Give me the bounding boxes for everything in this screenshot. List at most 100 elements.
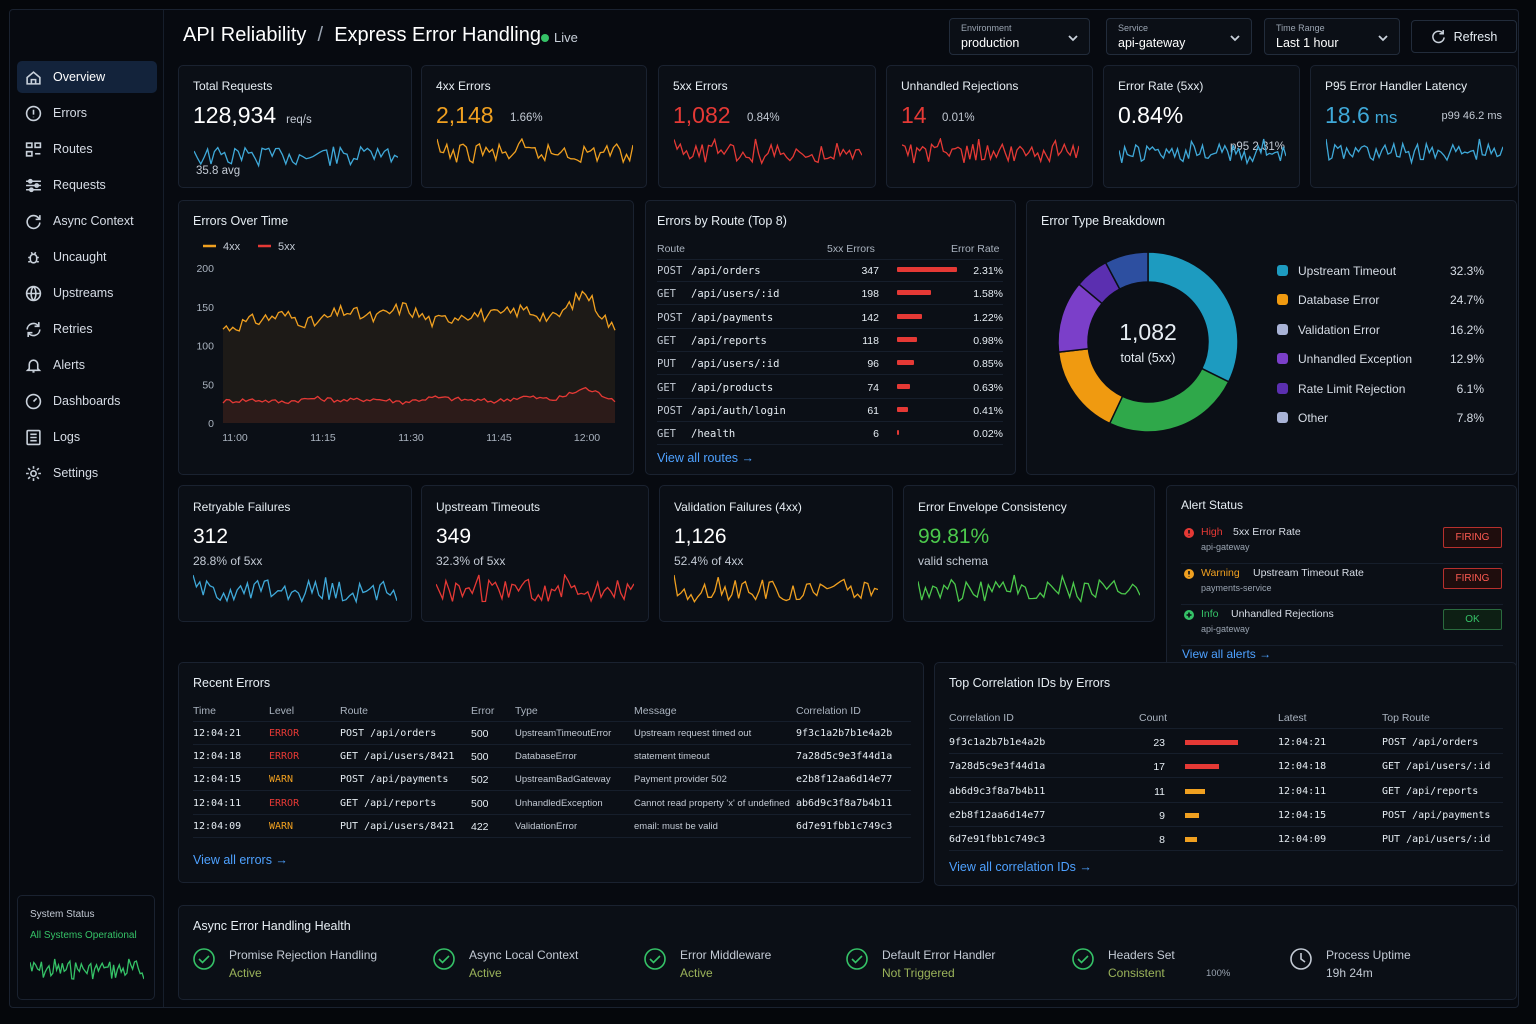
system-status-sparkline (30, 958, 144, 980)
alert-row[interactable]: High 5xx Error Rate api-gateway FIRING (1181, 524, 1503, 564)
count-bar (1185, 837, 1197, 843)
sidebar-item-logs[interactable]: Logs (17, 421, 157, 453)
cell-level: ERROR (269, 751, 300, 763)
legend-label: Upstream Timeout (1298, 264, 1397, 278)
legend-label-5xx: 5xx (278, 241, 296, 253)
table-row[interactable]: 12:04:21 ERROR POST /api/orders 500 Upstream… (193, 722, 911, 745)
sidebar-item-requests[interactable]: Requests (17, 169, 157, 201)
table-row[interactable]: 9f3c1a2b7b1e4a2b 23 12:04:21 POST /api/orde… (949, 731, 1503, 754)
table-row[interactable]: POST/api/auth/login 61 0.41% (657, 399, 1003, 422)
environment-select[interactable]: Environment production (949, 18, 1090, 55)
cell-route: PUT /api/users/8421 (340, 820, 455, 832)
sidebar-item-retries[interactable]: Retries (17, 313, 157, 345)
cell-count: 23 (1153, 737, 1165, 749)
alert-state-badge[interactable]: FIRING (1443, 568, 1502, 589)
table-row[interactable]: GET/api/users/:id 198 1.58% (657, 282, 1003, 306)
service-select[interactable]: Service api-gateway (1106, 18, 1252, 55)
correlation-ids-card: Top Correlation IDs by Errors Correlatio… (934, 662, 1517, 886)
table-row[interactable]: POST/api/orders 347 2.31% (657, 259, 1003, 282)
count-bar (1185, 764, 1220, 770)
kpi-sparkline (674, 138, 862, 165)
refresh-button[interactable]: Refresh (1411, 20, 1517, 53)
correlation-ids-title: Top Correlation IDs by Errors (949, 676, 1111, 690)
view-all-correlation-ids-link[interactable]: View all correlation IDs → (949, 860, 1092, 874)
table-row[interactable]: POST/api/payments 142 1.22% (657, 306, 1003, 329)
cell-level: WARN (269, 820, 294, 832)
donut-slice-database-error[interactable] (1108, 367, 1230, 433)
table-row[interactable]: PUT/api/users/:id 96 0.85% (657, 352, 1003, 376)
alert-level: Warning (1201, 567, 1240, 579)
view-all-routes-link[interactable]: View all routes → (657, 451, 755, 465)
cell-cid: 9f3c1a2b7b1e4a2b (949, 737, 1046, 748)
view-all-errors-link[interactable]: View all errors → (193, 853, 288, 867)
metric-card-retryable-failures: Retryable Failures 312 28.8% of 5xx (178, 485, 412, 622)
donut-total: 1,082 (1119, 319, 1177, 345)
kpi-sparkline (1119, 138, 1286, 166)
legend-swatch (1277, 323, 1288, 335)
sidebar-item-settings[interactable]: Settings (17, 457, 157, 489)
table-header: Correlation ID Count Latest Top Route (949, 706, 1503, 729)
table-row[interactable]: GET/api/products 74 0.63% (657, 376, 1003, 399)
donut-slice-other[interactable] (1104, 251, 1149, 291)
page-title: API Reliability / Express Error Handling (183, 24, 541, 46)
cell-time: 12:04:21 (193, 728, 242, 739)
table-row[interactable]: GET/api/reports 118 0.98% (657, 329, 1003, 352)
donut-slice-upstream-timeout[interactable] (1147, 251, 1239, 383)
system-status-title: System Status (30, 909, 95, 920)
sidebar-item-async-context[interactable]: Async Context (17, 205, 157, 237)
health-name: Async Local Context (469, 948, 579, 962)
cell-msg: Upstream request timed out (634, 728, 752, 739)
table-row[interactable]: 7a28d5c9e3f44d1a 17 12:04:18 GET /api/users… (949, 755, 1503, 779)
sidebar-item-routes[interactable]: Routes (17, 133, 157, 165)
table-row[interactable]: GET/health 6 0.02% (657, 422, 1003, 446)
kpi-value: 1,082 (673, 102, 731, 128)
table-row[interactable]: e2b8f12aa6d14e77 9 12:04:15 POST /api/payme… (949, 804, 1503, 827)
view-all-alerts-link[interactable]: View all alerts → (1182, 647, 1272, 661)
sidebar-item-overview[interactable]: Overview (17, 61, 157, 93)
sidebar-item-label: Retries (53, 322, 93, 336)
table-row[interactable]: 6d7e91fbb1c749c3 8 12:04:09 PUT /api/users/… (949, 828, 1503, 852)
alert-row[interactable]: Info Unhandled Rejections api-gateway OK (1181, 606, 1503, 646)
recent-errors-card: Recent Errors Time Level Route Error Type Mes… (178, 662, 924, 883)
sidebar-item-upstreams[interactable]: Upstreams (17, 277, 157, 309)
cell-count: 8 (1159, 834, 1165, 847)
cell-code: 500 (471, 797, 489, 810)
error-type-breakdown-card: Error Type Breakdown 1,082 total (5xx) U… (1026, 200, 1517, 475)
kpi-value: 14 (901, 102, 927, 128)
alert-circle-icon (1184, 569, 1194, 579)
table-row[interactable]: 12:04:11 ERROR GET /api/reports 500 Unhandle… (193, 792, 911, 815)
sidebar-item-dashboards[interactable]: Dashboards (17, 385, 157, 417)
table-row[interactable]: 12:04:15 WARN POST /api/payments 502 Upstrea… (193, 768, 911, 792)
kpi-title: 4xx Errors (436, 79, 491, 93)
cell-level: ERROR (269, 797, 300, 809)
sidebar-item-uncaught[interactable]: Uncaught (17, 241, 157, 273)
time-range-select[interactable]: Time Range Last 1 hour (1264, 18, 1400, 55)
sidebar-item-alerts[interactable]: Alerts (17, 349, 157, 381)
series-line-4xx (222, 290, 616, 332)
plus-circle-icon (1184, 610, 1194, 620)
sparkline-path (436, 574, 634, 603)
table-row[interactable]: ab6d9c3f8a7b4b11 11 12:04:11 GET /api/repor… (949, 780, 1503, 803)
table-row[interactable]: 12:04:18 ERROR GET /api/users/8421 500 Datab… (193, 745, 911, 769)
alert-state-badge[interactable]: FIRING (1443, 527, 1502, 548)
alert-row[interactable]: Warning Upstream Timeout Rate payments-ser… (1181, 565, 1503, 605)
errors-over-time-title: Errors Over Time (193, 214, 289, 228)
x-tick-label: 11:45 (486, 432, 512, 444)
error-rate-bar (897, 383, 910, 389)
metric-title: Error Envelope Consistency (918, 500, 1067, 514)
cell-cid: e2b8f12aa6d14e77 (796, 774, 893, 786)
routes-table: Route 5xx Errors Error Rate POST/api/orders… (657, 237, 1003, 447)
kpi-subtext: p99 46.2 ms (1441, 110, 1502, 122)
sidebar-item-errors[interactable]: Errors (17, 97, 157, 129)
kpi-subtext: 0.01% (942, 112, 975, 124)
sparkline-path (1326, 138, 1503, 166)
legend-percent: 32.3% (1449, 264, 1484, 278)
table-row[interactable]: 12:04:09 WARN PUT /api/users/8421 422 Valida… (193, 815, 911, 838)
legend-percent: 7.8% (1456, 411, 1484, 425)
alert-state-badge[interactable]: OK (1443, 609, 1502, 630)
y-tick-label: 150 (196, 302, 214, 314)
cell-type: DatabaseError (515, 751, 577, 763)
sidebar-item-label: Requests (53, 178, 106, 192)
x-tick-label: 12:00 (574, 432, 600, 444)
sparkline-path (194, 145, 398, 168)
